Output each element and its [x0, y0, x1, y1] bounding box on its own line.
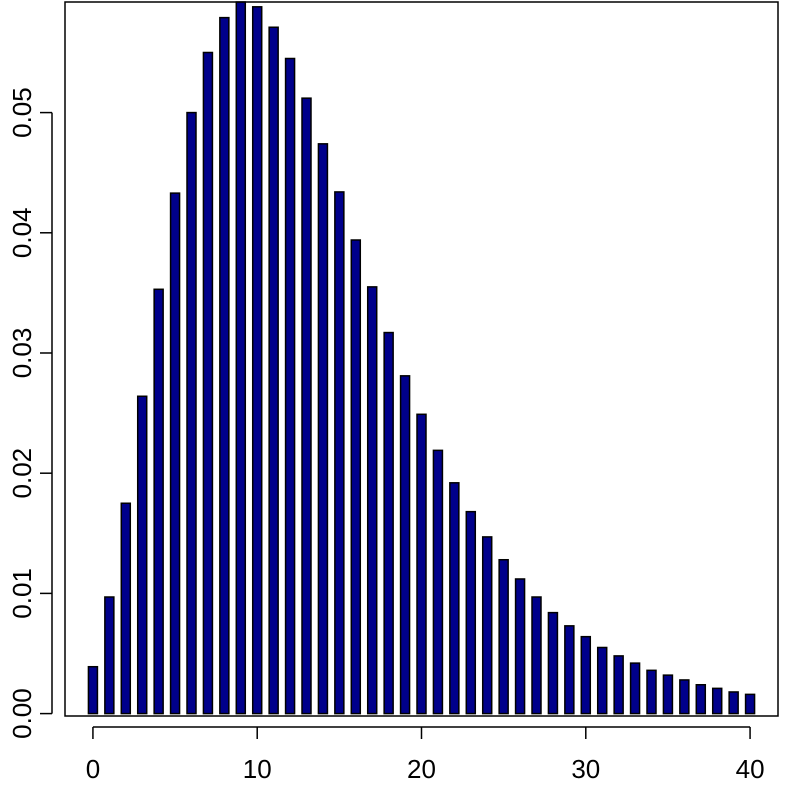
- bar-26: [514, 578, 526, 715]
- bar-40: [744, 693, 756, 715]
- bar-3: [136, 395, 148, 715]
- x-tick-label: 40: [736, 754, 765, 784]
- bar-33: [629, 662, 641, 715]
- bar-18: [383, 331, 394, 715]
- bar-2: [120, 502, 132, 715]
- bar-30: [580, 635, 592, 715]
- y-axis: 0.00 0.01 0.02 0.03 0.04 0.05: [7, 87, 53, 739]
- bar-19: [399, 375, 411, 715]
- bar-22: [449, 482, 460, 715]
- bar-series: [87, 1, 756, 715]
- bar-34: [646, 669, 657, 715]
- bar-11: [268, 26, 279, 715]
- bar-15: [334, 191, 345, 715]
- bar-24: [481, 536, 493, 715]
- bar-21: [432, 449, 444, 715]
- bar-1: [104, 596, 115, 715]
- bar-8: [219, 16, 230, 715]
- bar-0: [87, 665, 99, 715]
- bar-13: [301, 97, 312, 715]
- x-tick-label: 20: [407, 754, 436, 784]
- bar-37: [695, 683, 707, 715]
- bar-17: [366, 286, 378, 715]
- y-tick-label: 0.00: [7, 688, 37, 739]
- bar-20: [416, 413, 427, 715]
- y-tick-label: 0.02: [7, 448, 37, 499]
- bar-38: [711, 687, 723, 715]
- x-tick-label: 10: [243, 754, 272, 784]
- bar-5: [169, 192, 181, 715]
- bar-29: [564, 625, 575, 715]
- bar-31: [596, 646, 608, 715]
- y-tick-label: 0.05: [7, 87, 37, 138]
- bar-4: [153, 288, 164, 715]
- y-tick-label: 0.01: [7, 568, 37, 619]
- bar-14: [317, 143, 329, 715]
- bar-27: [531, 596, 542, 715]
- bar-6: [186, 111, 197, 715]
- bar-39: [728, 691, 739, 715]
- bar-12: [284, 57, 296, 715]
- bar-36: [679, 679, 690, 715]
- bar-16: [350, 239, 362, 715]
- bar-23: [465, 510, 477, 715]
- bar-25: [498, 558, 509, 715]
- bar-28: [547, 611, 559, 715]
- x-tick-label: 0: [86, 754, 100, 784]
- bar-7: [202, 51, 214, 715]
- y-tick-label: 0.04: [7, 207, 37, 258]
- x-tick-label: 30: [571, 754, 600, 784]
- plot-frame: [64, 1, 779, 717]
- bar-35: [662, 674, 674, 715]
- y-tick-label: 0.03: [7, 328, 37, 379]
- bar-9: [235, 1, 247, 715]
- bar-32: [613, 655, 624, 715]
- bar-10: [251, 6, 263, 715]
- x-axis: 0 10 20 30 40: [86, 726, 765, 784]
